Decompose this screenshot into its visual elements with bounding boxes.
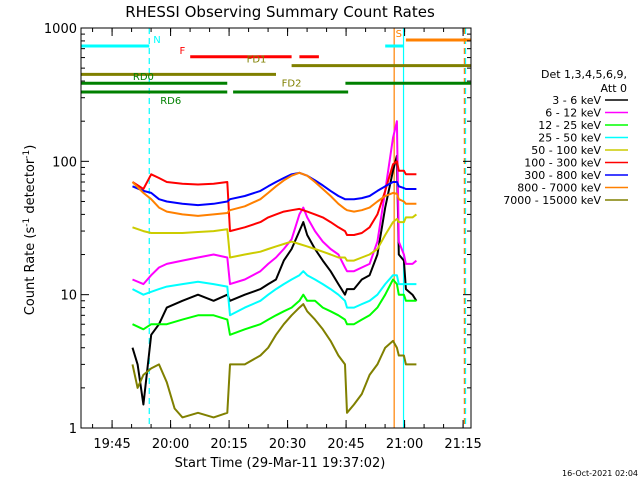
- legend-label: 6 - 12 keV: [545, 107, 601, 120]
- legend-label: 50 - 100 keV: [531, 144, 601, 157]
- flag-label: N: [153, 35, 160, 46]
- x-tick-label: 21:00: [386, 437, 423, 452]
- y-axis-label: Count Rate (s-1 detector-1): [22, 145, 38, 316]
- series-line-2: [132, 120, 418, 286]
- plot-frame: [80, 27, 472, 429]
- x-tick-label: 21:15: [444, 437, 481, 452]
- series-line-3: [132, 278, 417, 336]
- series-line-4: [132, 270, 417, 317]
- x-tick-label: 19:45: [93, 437, 130, 452]
- y-tick-label: 1000: [44, 22, 77, 37]
- series-line-9: [131, 303, 417, 419]
- legend-label: 300 - 800 keV: [524, 169, 601, 182]
- footer-timestamp: 16-Oct-2021 02:04: [562, 469, 638, 478]
- x-tick-label: 20:15: [210, 437, 247, 452]
- legend-label: 3 - 6 keV: [552, 94, 601, 107]
- x-axis-label: Start Time (29-Mar-11 19:37:02): [175, 456, 386, 471]
- series-line-8: [131, 171, 417, 217]
- legend-label: 100 - 300 keV: [524, 157, 601, 170]
- flag-label: FD2: [282, 78, 302, 89]
- legend-header-attenuator: Att 0: [601, 82, 627, 95]
- chart-title: RHESSI Observing Summary Count Rates: [125, 3, 435, 21]
- y-tick-label: 1: [69, 422, 77, 437]
- legend-header-detectors: Det 1,3,4,5,6,9,: [541, 68, 627, 81]
- flag-label: RD6: [160, 96, 181, 107]
- flag-label: FD1: [247, 55, 267, 66]
- series-line-6: [131, 160, 417, 236]
- x-tick-label: 20:00: [152, 437, 189, 452]
- series-line-1: [131, 154, 418, 406]
- legend-label: 7000 - 15000 keV: [503, 194, 601, 207]
- series-line-5: [132, 213, 418, 262]
- legend-label: 12 - 25 keV: [538, 119, 601, 132]
- x-tick-label: 20:30: [269, 437, 306, 452]
- flag-label: RD0: [133, 72, 154, 83]
- x-tick-label: 20:45: [327, 437, 364, 452]
- y-tick-label: 100: [52, 155, 77, 170]
- flag-label: F: [180, 46, 186, 57]
- legend-label: 25 - 50 keV: [538, 132, 601, 145]
- legend-label: 800 - 7000 keV: [517, 182, 601, 195]
- flag-label: S: [396, 29, 402, 40]
- y-tick-label: 10: [60, 289, 77, 304]
